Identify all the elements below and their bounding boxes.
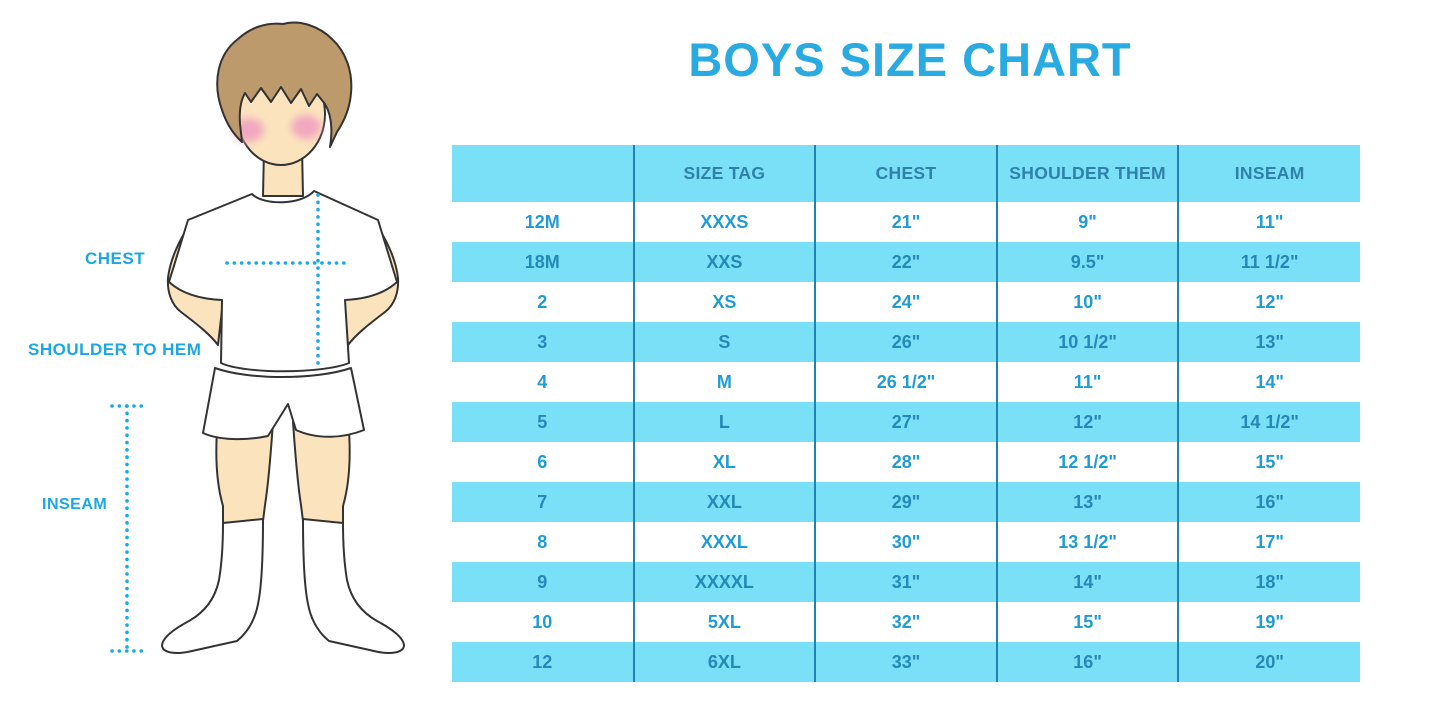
table-cell: 5 [452, 402, 635, 442]
table-cell: 14 1/2" [1178, 402, 1360, 442]
table-cell: 24" [815, 282, 998, 322]
cheek-right [291, 115, 321, 139]
chest-label: CHEST [85, 249, 146, 268]
shoulder-to-hem-label: SHOULDER TO HEM [28, 340, 202, 359]
table-cell: XXL [633, 482, 817, 522]
table-cell: XXXS [633, 202, 817, 242]
table-row: 6 XL 28" 12 1/2" 15" [452, 442, 1360, 482]
table-cell: 13" [1178, 322, 1360, 362]
shirt [168, 190, 398, 373]
table-cell: 10 [452, 602, 635, 642]
size-table-header-row: SIZE TAG CHEST SHOULDER THEM INSEAM [452, 145, 1360, 202]
table-cell: 9 [452, 562, 635, 602]
table-row: 18M XXS 22" 9.5" 11 1/2" [452, 242, 1360, 282]
left-sock [161, 518, 264, 654]
table-row: 8 XXXL 30" 13 1/2" 17" [452, 522, 1360, 562]
table-cell: 18" [1178, 562, 1360, 602]
table-row: 4 M 26 1/2" 11" 14" [452, 362, 1360, 402]
table-cell: S [633, 322, 817, 362]
table-cell: 6XL [633, 642, 817, 682]
table-cell: 2 [452, 282, 635, 322]
table-cell: 9.5" [996, 242, 1180, 282]
table-cell: 8 [452, 522, 635, 562]
hair [216, 21, 353, 148]
table-cell: 33" [815, 642, 998, 682]
table-cell: 16" [1178, 482, 1360, 522]
page-title: BOYS SIZE CHART [688, 33, 1132, 86]
table-cell: 6 [452, 442, 635, 482]
table-cell: 31" [815, 562, 998, 602]
table-row: 2 XS 24" 10" 12" [452, 282, 1360, 322]
column-header [452, 145, 635, 202]
table-cell: 21" [815, 202, 998, 242]
table-cell: 16" [996, 642, 1180, 682]
table-cell: 14" [1255, 371, 1284, 392]
table-row: 9 XXXXL 31" 14" 18" [452, 562, 1360, 602]
table-cell: 13" [996, 482, 1180, 522]
right-sock [302, 518, 405, 654]
table-cell: XL [633, 442, 817, 482]
shorts [202, 367, 365, 441]
table-cell: 9" [996, 202, 1180, 242]
table-row: 5 L 27" 12" 14 1/2" [452, 402, 1360, 442]
table-cell: 18M [452, 242, 635, 282]
table-cell: 12 [452, 642, 635, 682]
table-cell: 19" [1255, 611, 1284, 632]
table-cell: 15" [996, 602, 1180, 642]
table-cell: 29" [815, 482, 998, 522]
table-cell: 12 1/2" [996, 442, 1180, 482]
table-cell: L [633, 402, 817, 442]
table-cell: 17" [1255, 531, 1284, 552]
table-cell: 5XL [633, 602, 817, 642]
column-header: SIZE TAG [633, 145, 817, 202]
table-row: 10 5XL 32" 15" 19" [452, 602, 1360, 642]
inseam-label: INSEAM [42, 496, 108, 513]
table-cell: 32" [815, 602, 998, 642]
column-header: SHOULDER THEM [996, 145, 1180, 202]
table-cell: 26 1/2" [815, 362, 998, 402]
size-table: SIZE TAG CHEST SHOULDER THEM INSEAM 12M XXXS… [452, 145, 1360, 682]
table-cell: XXXXL [633, 562, 817, 602]
table-cell: 15" [1255, 451, 1284, 472]
table-cell: 10 1/2" [996, 322, 1180, 362]
size-table-container: SIZE TAG CHEST SHOULDER THEM INSEAM 12M XXXS… [452, 145, 1360, 682]
table-cell: XS [633, 282, 817, 322]
table-cell: 13 1/2" [996, 522, 1180, 562]
table-cell: 26" [815, 322, 998, 362]
table-cell: 28" [815, 442, 998, 482]
table-cell: 11" [996, 362, 1180, 402]
table-cell: 12M [452, 202, 635, 242]
table-cell: 14" [996, 562, 1180, 602]
table-cell: 3 [452, 322, 635, 362]
table-cell: 11" [1255, 211, 1284, 232]
boy-illustration [110, 21, 405, 654]
table-cell: 20" [1178, 642, 1360, 682]
table-cell: 12" [996, 402, 1180, 442]
table-cell: 10" [996, 282, 1180, 322]
table-row: 12M XXXS 21" 9" 11" [452, 202, 1360, 242]
column-header: CHEST [815, 145, 998, 202]
table-row: 7 XXL 29" 13" 16" [452, 482, 1360, 522]
size-table-body: 12M XXXS 21" 9" 11" 18M XXS 22" 9.5" 11 1/2" 2 XS 24… [452, 202, 1360, 682]
table-cell: 30" [815, 522, 998, 562]
table-cell: 22" [815, 242, 998, 282]
table-cell: 27" [815, 402, 998, 442]
table-cell: 4 [452, 362, 635, 402]
table-cell: 12" [1255, 291, 1284, 312]
table-cell: 11 1/2" [1178, 242, 1360, 282]
table-cell: XXS [633, 242, 817, 282]
table-cell: XXXL [633, 522, 817, 562]
table-row: 12 6XL 33" 16" 20" [452, 642, 1360, 682]
table-cell: M [633, 362, 817, 402]
table-cell: 7 [452, 482, 635, 522]
table-row: 3 S 26" 10 1/2" 13" [452, 322, 1360, 362]
column-header: INSEAM [1178, 145, 1360, 202]
